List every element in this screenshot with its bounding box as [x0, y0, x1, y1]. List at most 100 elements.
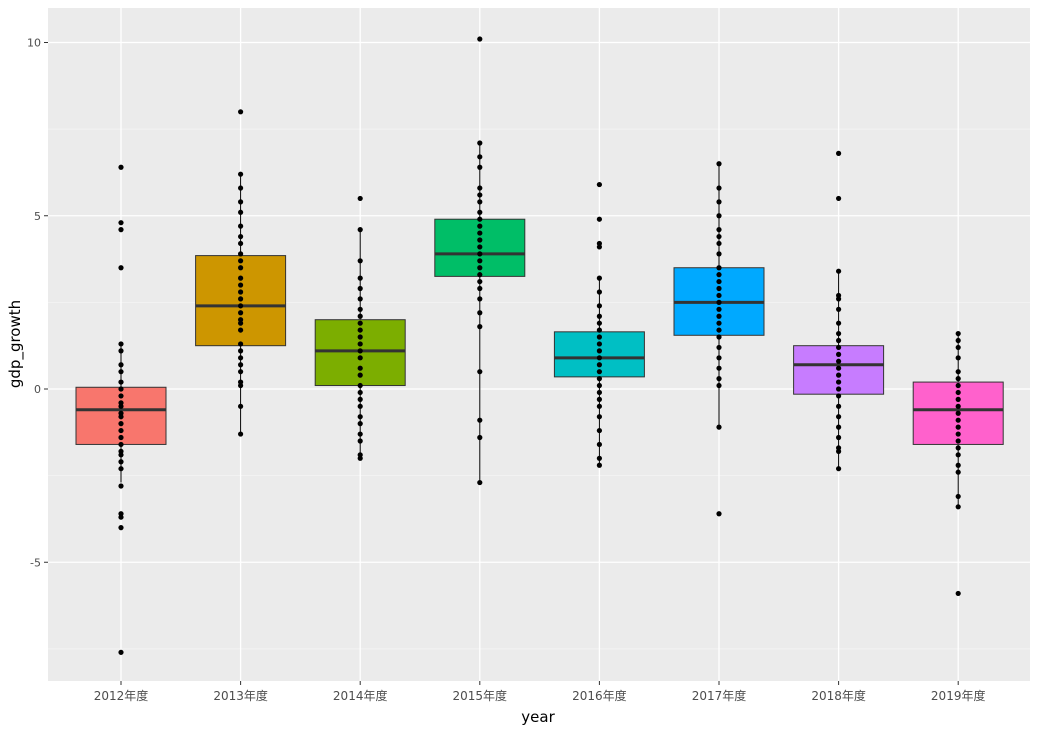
- data-point: [836, 379, 842, 385]
- x-axis-label: year: [521, 708, 555, 726]
- data-point: [477, 296, 483, 302]
- data-point: [955, 337, 961, 344]
- data-point: [596, 181, 603, 188]
- data-point: [118, 369, 124, 375]
- data-point: [238, 223, 244, 229]
- data-point: [955, 355, 961, 361]
- data-point: [118, 341, 124, 347]
- data-point: [118, 466, 124, 472]
- data-point: [836, 424, 842, 430]
- data-point: [716, 334, 722, 340]
- data-point: [716, 365, 722, 371]
- x-tick-label: 2017年度: [692, 688, 747, 703]
- data-point: [477, 154, 483, 160]
- data-point: [238, 109, 244, 115]
- data-point: [596, 355, 603, 361]
- data-point: [118, 452, 124, 458]
- data-point: [955, 493, 961, 500]
- data-point: [596, 414, 603, 420]
- data-point: [955, 344, 961, 351]
- data-point: [238, 310, 244, 316]
- data-point: [357, 421, 363, 427]
- data-point: [477, 434, 483, 441]
- data-point: [477, 479, 483, 486]
- data-point: [118, 220, 124, 226]
- data-point: [238, 382, 244, 389]
- data-point: [596, 362, 603, 368]
- data-point: [357, 438, 363, 444]
- data-point: [357, 455, 363, 461]
- data-point: [118, 414, 124, 420]
- x-tick-label: 2019年度: [931, 688, 986, 703]
- data-point: [118, 483, 124, 489]
- data-point: [238, 199, 244, 205]
- data-point: [118, 459, 124, 465]
- data-point: [716, 511, 722, 517]
- data-point: [477, 417, 483, 423]
- data-point: [596, 275, 603, 281]
- data-point: [716, 355, 722, 361]
- data-point: [716, 306, 722, 312]
- data-point: [238, 233, 244, 240]
- data-point: [716, 320, 722, 326]
- data-point: [118, 403, 124, 409]
- data-point: [596, 455, 603, 461]
- data-point: [716, 313, 722, 319]
- data-point: [596, 369, 603, 375]
- data-point: [118, 441, 124, 448]
- data-point: [477, 199, 483, 205]
- data-point: [955, 438, 961, 444]
- data-point: [955, 504, 961, 510]
- data-point: [716, 240, 722, 247]
- data-point: [357, 389, 363, 396]
- data-point: [238, 289, 244, 295]
- data-point: [238, 282, 244, 288]
- data-point: [596, 289, 603, 295]
- data-point: [955, 424, 961, 430]
- data-point: [836, 268, 842, 274]
- data-point: [836, 372, 842, 378]
- data-point: [238, 258, 244, 264]
- data-point: [836, 306, 842, 312]
- data-point: [836, 195, 842, 202]
- data-point: [596, 334, 603, 340]
- data-point: [477, 209, 483, 215]
- data-point: [238, 348, 244, 354]
- data-point: [836, 386, 842, 392]
- data-point: [716, 292, 722, 299]
- data-point: [238, 251, 244, 257]
- data-point: [357, 275, 363, 281]
- data-point: [477, 237, 483, 243]
- x-tick-label: 2015年度: [453, 688, 508, 703]
- data-point: [477, 164, 483, 170]
- data-point: [477, 278, 483, 285]
- data-point: [836, 351, 842, 357]
- data-point: [477, 223, 483, 229]
- data-point: [596, 313, 603, 319]
- data-point: [596, 462, 603, 468]
- data-point: [238, 403, 244, 409]
- data-point: [955, 431, 961, 437]
- data-point: [238, 209, 244, 215]
- data-point: [716, 327, 722, 333]
- x-tick-label: 2012年度: [94, 688, 149, 703]
- data-point: [836, 337, 842, 344]
- data-point: [955, 396, 961, 402]
- data-point: [716, 299, 722, 305]
- data-point: [118, 649, 124, 655]
- data-point: [238, 355, 244, 361]
- data-point: [118, 421, 124, 427]
- data-point: [477, 192, 483, 198]
- data-point: [596, 441, 603, 448]
- data-point: [716, 185, 722, 191]
- data-point: [357, 365, 363, 371]
- data-point: [477, 216, 483, 222]
- data-point: [118, 514, 124, 520]
- y-axis-ticks: -5 0 5 10: [27, 37, 48, 569]
- data-point: [238, 185, 244, 191]
- data-point: [836, 414, 842, 420]
- data-point: [357, 414, 363, 420]
- data-point: [238, 431, 244, 437]
- y-tick-label: 5: [34, 210, 41, 223]
- data-point: [477, 324, 483, 330]
